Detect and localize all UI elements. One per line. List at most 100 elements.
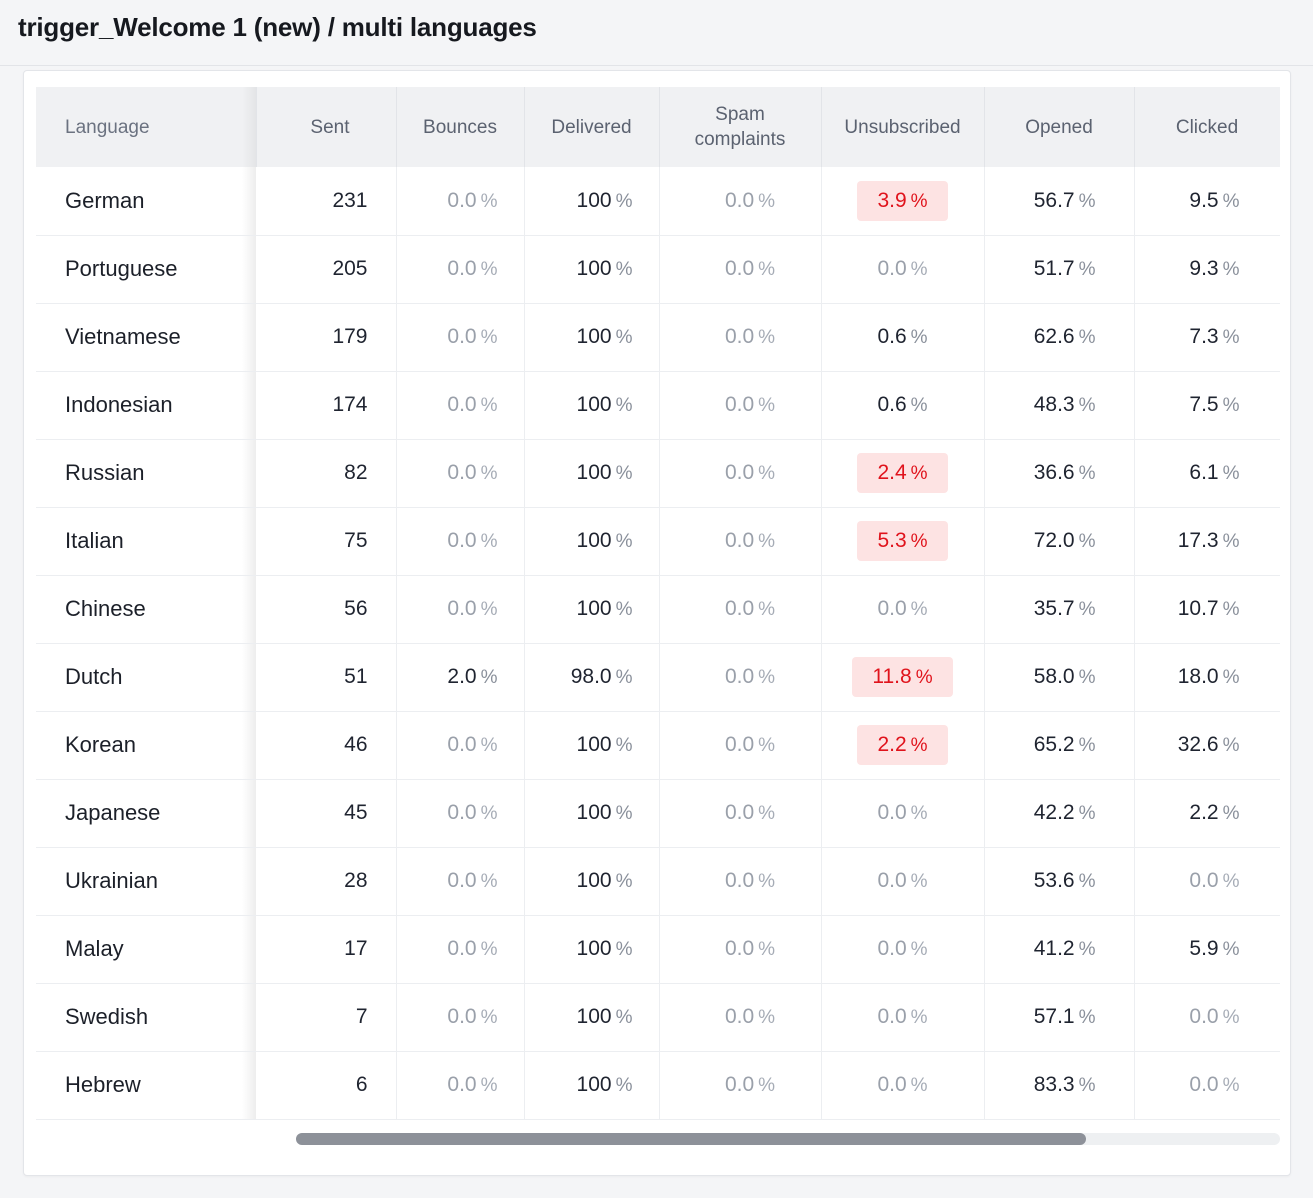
clicked-cell-value: 17.3	[1177, 529, 1219, 552]
percent-sign: %	[480, 735, 498, 756]
clicked-cell-value: 9.3	[1189, 257, 1219, 280]
opened-cell: 58.0%	[984, 643, 1135, 712]
percent-sign: %	[1222, 1075, 1240, 1096]
column-header-language[interactable]: Language	[36, 87, 257, 167]
table-row[interactable]: Portuguese 205 0.0% 100% 0.0% 0.0% 51.7% 9.3%	[36, 235, 1280, 304]
column-header-delivered[interactable]: Delivered	[524, 87, 660, 167]
table-scroll-area[interactable]: Language Sent Bounces Delivered Spam com…	[36, 87, 1280, 1123]
percent-sign: %	[758, 327, 776, 348]
percent-sign: %	[615, 190, 633, 212]
percent-sign: %	[758, 871, 776, 892]
percent-sign: %	[480, 259, 498, 280]
percent-sign: %	[915, 667, 933, 688]
percent-sign: %	[615, 259, 633, 280]
spam-complaints-cell: 0.0%	[659, 235, 822, 304]
opened-cell-value: 36.6	[1033, 461, 1075, 484]
table-row[interactable]: Hebrew 6 0.0% 100% 0.0% 0.0% 83.3% 0.0%	[36, 1051, 1280, 1120]
percent-sign: %	[1078, 531, 1096, 552]
clicked-cell: 10.7%	[1134, 575, 1280, 644]
clicked-cell-value: 32.6	[1177, 733, 1219, 756]
delivered-cell-value: 100	[576, 733, 612, 756]
table-row[interactable]: Italian 75 0.0% 100% 0.0% 5.3% 72.0% 17.3%	[36, 507, 1280, 576]
sent-cell: 17	[256, 915, 397, 984]
table-row[interactable]: Vietnamese 179 0.0% 100% 0.0% 0.6% 62.6% 7.3%	[36, 303, 1280, 372]
clicked-cell: 0.0%	[1134, 847, 1280, 916]
percent-sign: %	[480, 1007, 498, 1028]
unsubscribed-alert-badge: 2.4%	[857, 453, 948, 493]
percent-sign: %	[480, 939, 498, 960]
spam-complaints-cell-value: 0.0	[724, 597, 755, 620]
unsubscribed-cell-value: 0.0	[877, 1005, 907, 1028]
table-row[interactable]: Ukrainian 28 0.0% 100% 0.0% 0.0% 53.6% 0.0%	[36, 847, 1280, 916]
clicked-cell-value: 7.5	[1189, 393, 1219, 416]
opened-cell: 36.6%	[984, 439, 1135, 508]
percent-sign: %	[615, 463, 633, 484]
unsubscribed-cell: 0.0%	[821, 235, 985, 304]
table-row[interactable]: Chinese 56 0.0% 100% 0.0% 0.0% 35.7% 10.7%	[36, 575, 1280, 644]
sent-cell: 179	[256, 303, 397, 372]
unsubscribed-cell: 0.0%	[821, 847, 985, 916]
bounces-cell-value: 0.0	[447, 801, 477, 824]
percent-sign: %	[480, 667, 498, 688]
unsubscribed-alert-badge: 3.9%	[857, 180, 948, 221]
opened-cell: 35.7%	[984, 575, 1135, 644]
spam-complaints-cell-value: 0.0	[724, 257, 755, 280]
delivered-cell-value: 100	[576, 393, 612, 416]
unsubscribed-alert-badge: 11.8%	[852, 657, 953, 697]
percent-sign: %	[615, 531, 633, 552]
table-row[interactable]: Swedish 7 0.0% 100% 0.0% 0.0% 57.1% 0.0%	[36, 983, 1280, 1052]
table-row[interactable]: Russian 82 0.0% 100% 0.0% 2.4% 36.6% 6.1%	[36, 439, 1280, 508]
unsubscribed-cell: 0.6%	[821, 371, 985, 440]
column-header-bounces[interactable]: Bounces	[396, 87, 525, 167]
opened-cell-value: 42.2	[1033, 801, 1075, 824]
table-row[interactable]: Indonesian 174 0.0% 100% 0.0% 0.6% 48.3% 7.5%	[36, 371, 1280, 440]
spam-complaints-cell: 0.0%	[659, 915, 822, 984]
sent-cell: 205	[256, 235, 397, 304]
unsubscribed-cell: 3.9%	[821, 167, 985, 236]
clicked-cell: 18.0%	[1134, 643, 1280, 712]
table-row[interactable]: Dutch 51 2.0% 98.0% 0.0% 11.8% 58.0% 18.0%	[36, 643, 1280, 712]
unsubscribed-cell: 0.0%	[821, 779, 985, 848]
table-row[interactable]: Korean 46 0.0% 100% 0.0% 2.2% 65.2% 32.6%	[36, 711, 1280, 780]
spam-complaints-cell-value: 0.0	[724, 1073, 755, 1096]
percent-sign: %	[758, 395, 776, 416]
percent-sign: %	[1078, 667, 1096, 688]
percent-sign: %	[758, 735, 776, 756]
percent-sign: %	[1078, 735, 1096, 756]
unsubscribed-cell-value: 5.3	[877, 529, 907, 552]
spam-complaints-cell: 0.0%	[659, 983, 822, 1052]
delivered-cell-value: 100	[576, 937, 612, 960]
horizontal-scrollbar-track[interactable]	[296, 1133, 1280, 1145]
opened-cell-value: 57.1	[1033, 1005, 1075, 1028]
clicked-cell-value: 0.0	[1189, 1073, 1219, 1096]
language-cell: Russian	[36, 439, 256, 508]
opened-cell: 72.0%	[984, 507, 1135, 576]
bounces-cell-value: 0.0	[447, 188, 477, 212]
column-header-clicked[interactable]: Clicked	[1134, 87, 1280, 167]
percent-sign: %	[910, 939, 928, 960]
delivered-cell: 100%	[524, 439, 660, 508]
clicked-cell: 6.1%	[1134, 439, 1280, 508]
percent-sign: %	[1078, 939, 1096, 960]
unsubscribed-cell: 2.4%	[821, 439, 985, 508]
sent-cell: 231	[256, 167, 397, 236]
percent-sign: %	[1222, 939, 1240, 960]
opened-cell: 57.1%	[984, 983, 1135, 1052]
column-header-opened[interactable]: Opened	[984, 87, 1135, 167]
column-header-unsubscribed[interactable]: Unsubscribed	[821, 87, 985, 167]
delivered-cell-value: 100	[576, 597, 612, 620]
column-header-spam-complaints[interactable]: Spam complaints	[659, 87, 822, 167]
table-row[interactable]: Japanese 45 0.0% 100% 0.0% 0.0% 42.2% 2.2%	[36, 779, 1280, 848]
unsubscribed-cell-value: 0.0	[877, 937, 907, 960]
spam-complaints-cell: 0.0%	[659, 643, 822, 712]
delivered-cell: 100%	[524, 235, 660, 304]
sent-cell: 28	[256, 847, 397, 916]
language-cell: Italian	[36, 507, 256, 576]
horizontal-scrollbar-thumb[interactable]	[296, 1133, 1086, 1145]
table-row[interactable]: Malay 17 0.0% 100% 0.0% 0.0% 41.2% 5.9%	[36, 915, 1280, 984]
table-row[interactable]: German 231 0.0% 100% 0.0% 3.9% 56.7% 9.5%	[36, 167, 1280, 236]
unsubscribed-alert-badge: 5.3%	[857, 521, 948, 561]
column-header-sent[interactable]: Sent	[256, 87, 397, 167]
bounces-cell-value: 0.0	[447, 461, 477, 484]
bounces-cell: 0.0%	[396, 235, 525, 304]
